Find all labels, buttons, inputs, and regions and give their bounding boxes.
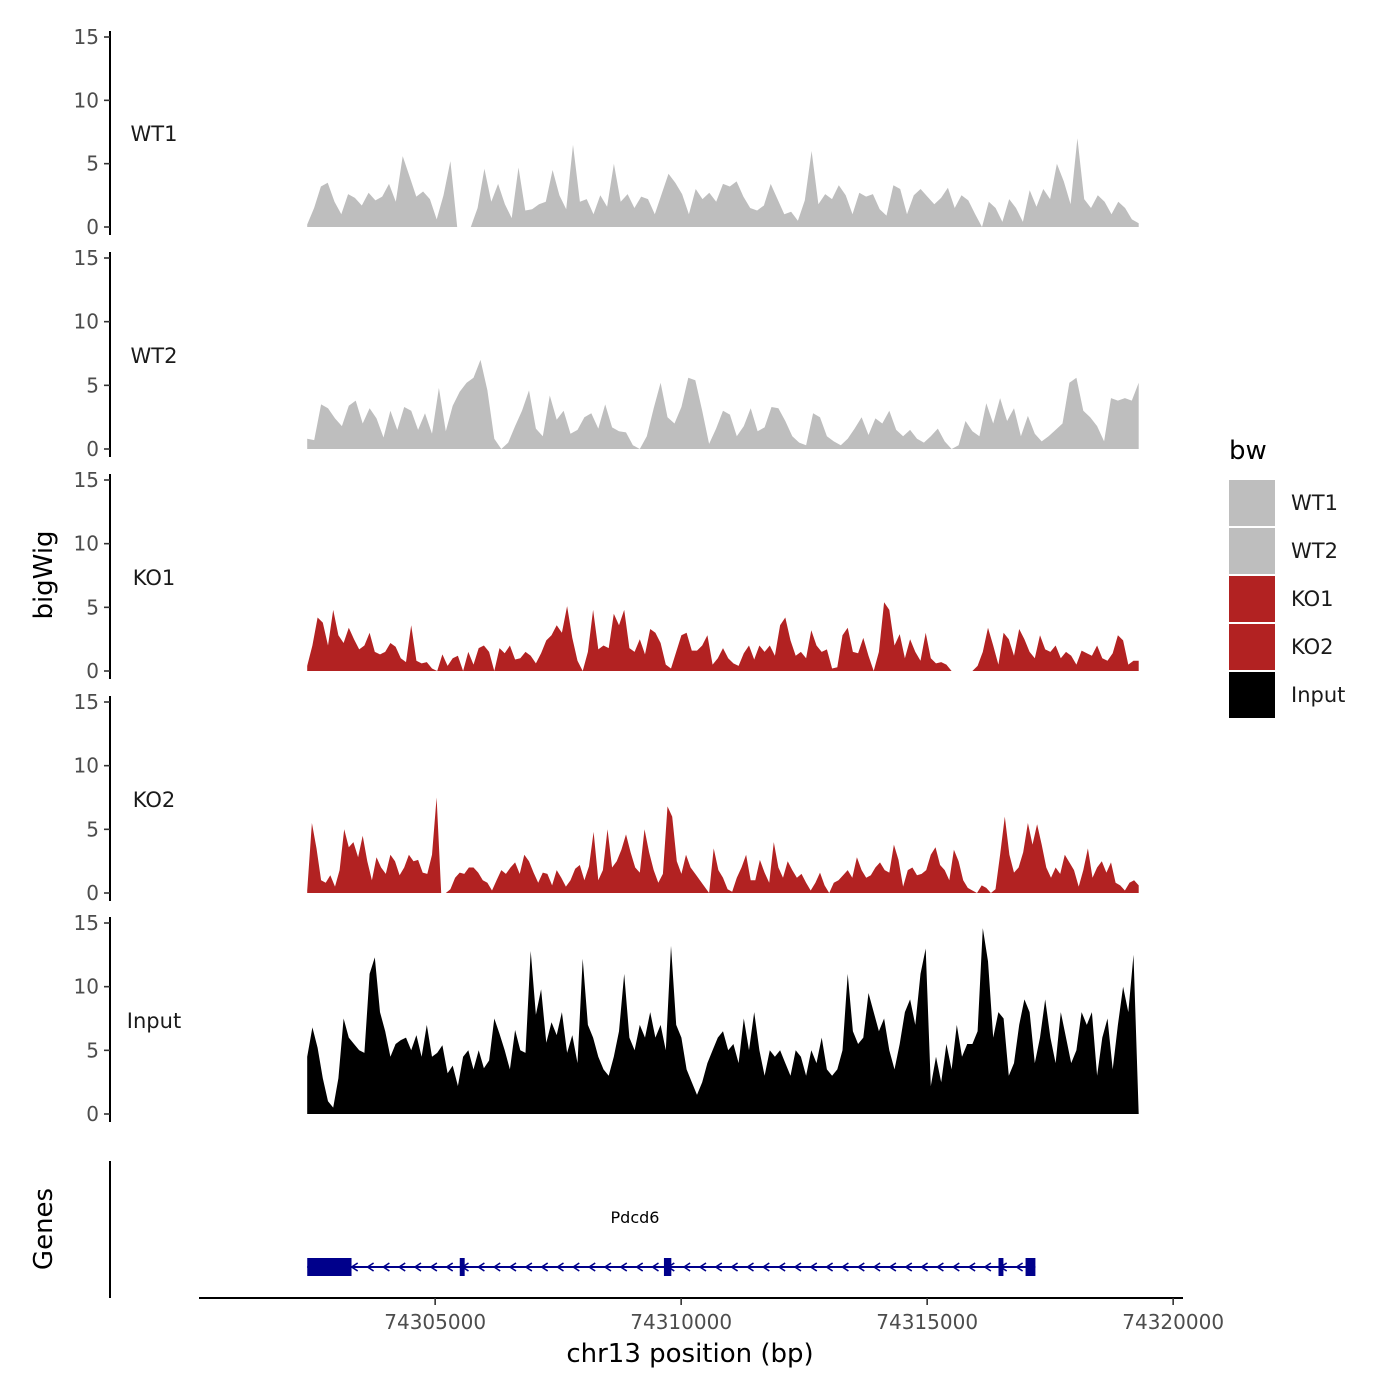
coverage-tracks: WT1 WT2 KO1 KO2 Input	[127, 122, 1139, 1114]
y-tick-label: 10	[74, 310, 99, 334]
legend-swatch	[1229, 480, 1275, 526]
legend-label: Input	[1291, 683, 1345, 707]
y-tick-label: 10	[74, 532, 99, 556]
y-tick-label: 5	[86, 373, 99, 397]
y-tick-label: 5	[86, 595, 99, 619]
y-tick-label: 0	[86, 215, 99, 239]
y-tick-label: 5	[86, 1038, 99, 1062]
x-axis-ticks: 74305000 74310000 74315000 74320000	[384, 1298, 1224, 1334]
track-label-ko2: KO2	[133, 788, 176, 812]
legend-label: WT1	[1291, 491, 1338, 515]
x-tick-label: 74320000	[1122, 1310, 1224, 1334]
track-label-ko1: KO1	[133, 566, 176, 590]
gene-exon	[459, 1258, 465, 1276]
legend-item-ko2: KO2	[1229, 624, 1334, 670]
legend: bw WT1 WT2 KO1 KO2 Input	[1229, 436, 1345, 718]
y-axis-wt2: 0 5 10 15	[74, 246, 111, 461]
y-axis-ko2: 0 5 10 15	[74, 690, 111, 905]
track-ko2: KO2	[133, 788, 1139, 893]
track-y-axes: 0 5 10 15 0 5 10 15 0 5 10 15 0 5 10 15 0 5 10 15	[74, 25, 111, 1126]
track-label-wt2: WT2	[131, 344, 178, 368]
legend-item-ko1: KO1	[1229, 576, 1334, 622]
y-tick-label: 0	[86, 1102, 99, 1126]
legend-entries: WT1 WT2 KO1 KO2 Input	[1229, 480, 1345, 718]
legend-label: KO1	[1291, 587, 1334, 611]
legend-item-wt1: WT1	[1229, 480, 1338, 526]
coverage-area-input	[307, 928, 1139, 1114]
gene-exon	[663, 1258, 672, 1276]
coverage-area-ko2	[307, 797, 1139, 893]
legend-label: WT2	[1291, 539, 1338, 563]
y-tick-label: 5	[86, 817, 99, 841]
legend-title: bw	[1229, 436, 1267, 466]
y-tick-label: 15	[74, 690, 99, 714]
x-tick-label: 74305000	[384, 1310, 486, 1334]
y-tick-label: 15	[74, 911, 99, 935]
track-label-input: Input	[127, 1009, 181, 1033]
y-axis-title: bigWig	[29, 530, 59, 619]
y-tick-label: 10	[74, 88, 99, 112]
x-tick-label: 74310000	[630, 1310, 732, 1334]
legend-swatch	[1229, 672, 1275, 718]
gene-panel: Genes Pdcd6	[29, 1161, 1036, 1298]
coverage-area-wt2	[307, 359, 1139, 449]
y-tick-label: 0	[86, 881, 99, 905]
track-ko1: KO1	[133, 566, 1139, 671]
legend-swatch	[1229, 528, 1275, 574]
y-tick-label: 0	[86, 437, 99, 461]
legend-swatch	[1229, 624, 1275, 670]
legend-swatch	[1229, 576, 1275, 622]
legend-item-wt2: WT2	[1229, 528, 1338, 574]
y-axis-wt1: 0 5 10 15	[74, 25, 111, 239]
gene-label: Pdcd6	[611, 1208, 660, 1227]
legend-label: KO2	[1291, 635, 1334, 659]
y-tick-label: 15	[74, 25, 99, 49]
coverage-area-ko1	[307, 602, 1139, 671]
y-axis-ko1: 0 5 10 15	[74, 468, 111, 683]
gene-exon	[998, 1258, 1004, 1276]
x-tick-label: 74315000	[876, 1310, 978, 1334]
gene-model	[307, 1258, 1036, 1276]
y-tick-label: 10	[74, 975, 99, 999]
y-axis-input: 0 5 10 15	[74, 911, 111, 1126]
y-tick-label: 10	[74, 754, 99, 778]
gene-exon	[307, 1258, 352, 1276]
y-tick-label: 15	[74, 246, 99, 270]
track-wt1: WT1	[131, 122, 1139, 227]
track-wt2: WT2	[131, 344, 1139, 449]
x-axis-title: chr13 position (bp)	[566, 1339, 813, 1369]
gene-panel-title: Genes	[29, 1188, 59, 1270]
track-label-wt1: WT1	[131, 122, 178, 146]
track-input: Input	[127, 928, 1139, 1114]
y-tick-label: 5	[86, 152, 99, 176]
x-axis: 74305000 74310000 74315000 74320000 chr13 p…	[199, 1297, 1224, 1369]
gene-exon	[1025, 1258, 1036, 1276]
y-tick-label: 15	[74, 468, 99, 492]
y-tick-label: 0	[86, 659, 99, 683]
legend-item-input: Input	[1229, 672, 1345, 718]
coverage-area-wt1	[307, 138, 1139, 227]
